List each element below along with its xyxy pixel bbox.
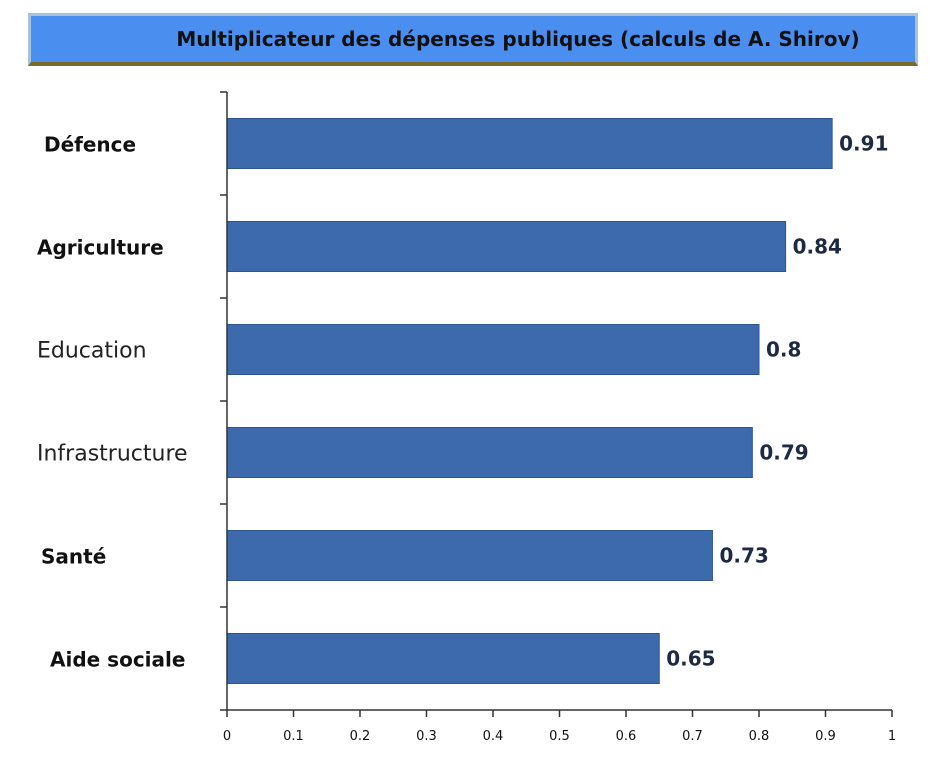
x-tick-label-4: 0.4 (483, 729, 504, 744)
bar-1 (226, 221, 787, 272)
category-label-1: Agriculture (37, 236, 164, 260)
bar-5 (226, 633, 660, 684)
bar-0 (226, 118, 833, 169)
value-label-5: 0.65 (666, 647, 715, 671)
category-label-5: Aide sociale (50, 648, 185, 672)
chart-title-bar: Multiplicateur des dépenses publiques (c… (28, 13, 918, 66)
category-label-3: Infrastructure (37, 442, 188, 467)
value-label-2: 0.8 (766, 338, 801, 362)
value-label-1: 0.84 (793, 235, 842, 259)
x-tick-label-2: 0.2 (350, 729, 371, 744)
category-label-2: Education (37, 339, 147, 364)
x-tick-label-7: 0.7 (682, 729, 703, 744)
x-tick-label-0: 0 (223, 729, 231, 744)
axis-layer: Défence Agriculture Education Infrastructur… (37, 91, 896, 744)
value-label-3: 0.79 (759, 441, 808, 465)
bar-4 (226, 530, 713, 581)
bar-2 (226, 324, 760, 375)
bars-layer: 0.91 0.84 0.8 0.79 0.73 0.65 (226, 118, 889, 684)
x-tick-label-1: 0.1 (283, 729, 304, 744)
value-label-4: 0.73 (719, 544, 768, 568)
x-tick-label-9: 0.9 (815, 729, 836, 744)
category-label-4: Santé (41, 545, 106, 569)
x-tick-label-6: 0.6 (616, 729, 637, 744)
x-tick-label-8: 0.8 (749, 729, 770, 744)
category-label-0: Défence (44, 133, 136, 157)
bar-3 (226, 427, 753, 478)
chart-title: Multiplicateur des dépenses publiques (c… (176, 27, 860, 51)
x-tick-label-5: 0.5 (549, 729, 570, 744)
x-tick-label-10: 1 (888, 729, 896, 744)
x-tick-label-3: 0.3 (416, 729, 437, 744)
value-label-0: 0.91 (839, 132, 888, 156)
